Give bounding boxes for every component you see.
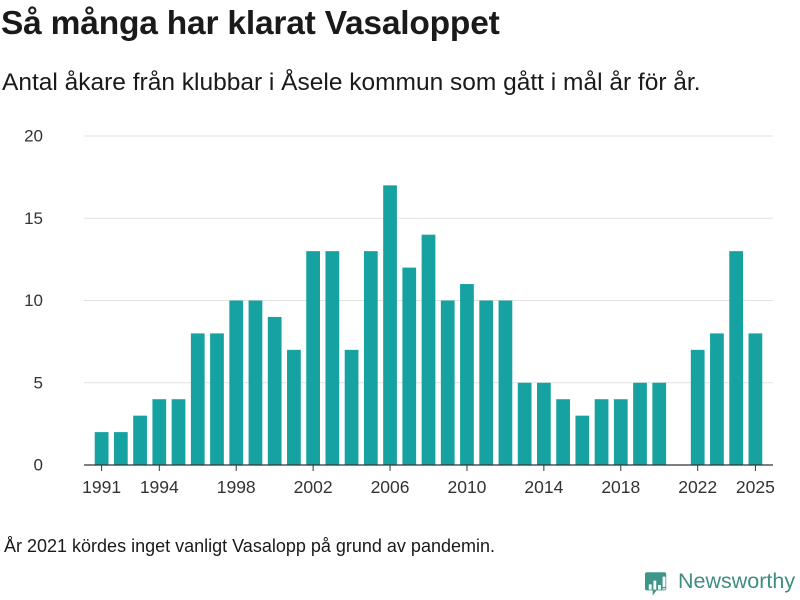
svg-text:1994: 1994: [140, 477, 179, 497]
svg-text:2018: 2018: [601, 477, 640, 497]
svg-text:2014: 2014: [524, 477, 563, 497]
svg-text:20: 20: [24, 127, 43, 146]
svg-text:0: 0: [34, 456, 43, 475]
svg-text:2002: 2002: [294, 477, 333, 497]
svg-text:2022: 2022: [678, 477, 717, 497]
svg-text:2010: 2010: [447, 477, 486, 497]
svg-text:1998: 1998: [217, 477, 256, 497]
svg-text:2025: 2025: [736, 477, 775, 497]
svg-text:15: 15: [24, 209, 43, 228]
svg-text:2006: 2006: [371, 477, 410, 497]
svg-text:5: 5: [34, 373, 43, 392]
svg-text:10: 10: [24, 291, 43, 310]
svg-text:1991: 1991: [82, 477, 121, 497]
